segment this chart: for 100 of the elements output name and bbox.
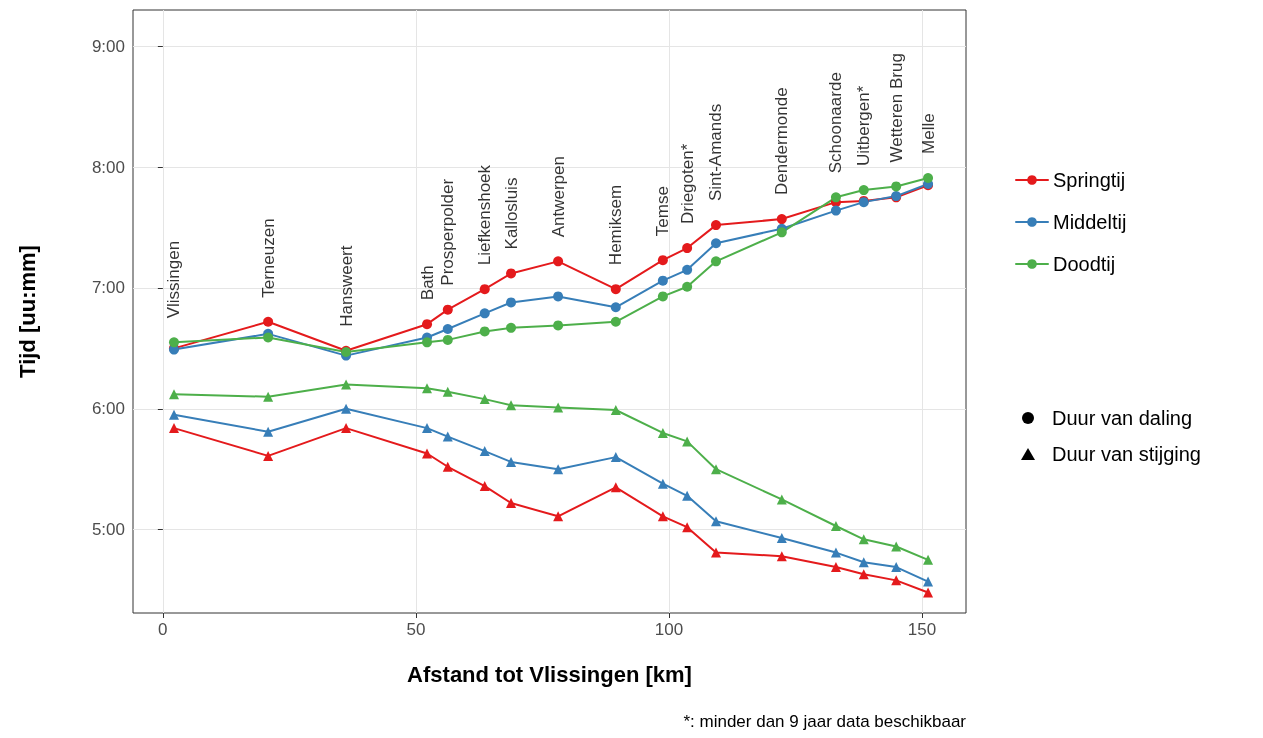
- point: [263, 316, 274, 327]
- point: [891, 562, 902, 573]
- point: [830, 547, 841, 558]
- point: [479, 308, 490, 319]
- point: [776, 551, 787, 562]
- point: [341, 423, 352, 434]
- point: [610, 302, 621, 313]
- point: [711, 256, 721, 267]
- annotation: Wetteren Brug: [886, 53, 906, 163]
- point: [830, 562, 841, 573]
- point: [776, 533, 787, 544]
- y-tick-label: 8:00: [91, 157, 125, 177]
- legend-label: Middeltij: [1053, 211, 1127, 233]
- point: [263, 332, 274, 343]
- legend-label: Springtij: [1053, 169, 1126, 191]
- point: [682, 243, 693, 254]
- point: [263, 450, 274, 461]
- point: [682, 522, 693, 533]
- point: [858, 557, 869, 568]
- point: [506, 400, 517, 411]
- point: [657, 427, 668, 438]
- annotation: Hansweert: [336, 245, 356, 327]
- point: [479, 481, 490, 492]
- point: [553, 291, 564, 302]
- annotation: Dendermonde: [772, 87, 792, 196]
- point: [923, 576, 934, 587]
- annotation: Bath: [417, 265, 437, 301]
- point: [711, 547, 721, 558]
- point: [682, 281, 693, 292]
- point: [506, 456, 517, 467]
- point: [657, 478, 668, 489]
- point: [610, 404, 621, 415]
- annotation: Temse: [653, 186, 673, 237]
- point: [711, 464, 721, 475]
- point: [442, 324, 453, 335]
- annotation: Hemiksem: [606, 184, 626, 266]
- point: [711, 238, 721, 249]
- annotation: Liefkenshoek: [475, 164, 495, 266]
- point: [442, 386, 453, 397]
- point: [168, 423, 179, 434]
- y-tick-label: 6:00: [91, 399, 125, 419]
- annotation: Vlissingen: [164, 240, 184, 319]
- x-axis-title: Afstand tot Vlissingen [km]: [407, 661, 692, 687]
- annotation: Antwerpen: [548, 156, 568, 238]
- point: [422, 448, 433, 459]
- point: [923, 172, 934, 183]
- point: [442, 304, 453, 315]
- point: [830, 205, 841, 216]
- point: [442, 431, 453, 442]
- point: [657, 511, 668, 522]
- point: [610, 316, 621, 327]
- point: [506, 322, 517, 333]
- point: [422, 337, 433, 348]
- point: [341, 379, 352, 390]
- text: *: minder dan 9 jaar data beschikbaar: [683, 712, 966, 732]
- point: [891, 575, 902, 586]
- point: [682, 490, 693, 501]
- point: [263, 391, 274, 402]
- annotation: Uitbergen*: [854, 85, 874, 167]
- point: [422, 319, 433, 330]
- point: [711, 516, 721, 527]
- legend-label: Doodtij: [1053, 253, 1116, 275]
- point: [169, 337, 179, 348]
- point: [442, 461, 453, 472]
- point: [682, 436, 693, 447]
- point: [923, 587, 934, 598]
- point: [263, 426, 274, 437]
- point: [682, 264, 693, 275]
- y-axis-title: Tijd [uu:mm]: [14, 245, 40, 378]
- point: [553, 256, 564, 267]
- point: [776, 214, 787, 225]
- point: [553, 402, 564, 413]
- point: [610, 482, 621, 493]
- point: [776, 227, 787, 238]
- point: [830, 192, 841, 203]
- point: [553, 511, 564, 522]
- point: [657, 255, 668, 266]
- point: [479, 446, 490, 457]
- point: [891, 181, 902, 192]
- point: [858, 185, 869, 196]
- point: [553, 320, 564, 331]
- point: [479, 326, 490, 337]
- point: [776, 494, 787, 505]
- point: [891, 541, 902, 552]
- point: [923, 554, 934, 565]
- point: [553, 464, 564, 475]
- point: [858, 534, 869, 545]
- x-tick-label: 100: [654, 620, 684, 639]
- point: [168, 409, 179, 420]
- x-tick-label: 150: [907, 620, 937, 639]
- point: [657, 275, 668, 286]
- x-tick-label: 0: [158, 620, 168, 639]
- point: [341, 403, 352, 414]
- text: Duur van daling: [1052, 406, 1193, 430]
- point: [479, 394, 490, 405]
- y-tick-label: 7:00: [91, 278, 125, 298]
- point: [610, 284, 621, 295]
- point: [422, 423, 433, 434]
- annotation: Melle: [918, 113, 938, 154]
- annotation: Terneuzen: [258, 218, 278, 298]
